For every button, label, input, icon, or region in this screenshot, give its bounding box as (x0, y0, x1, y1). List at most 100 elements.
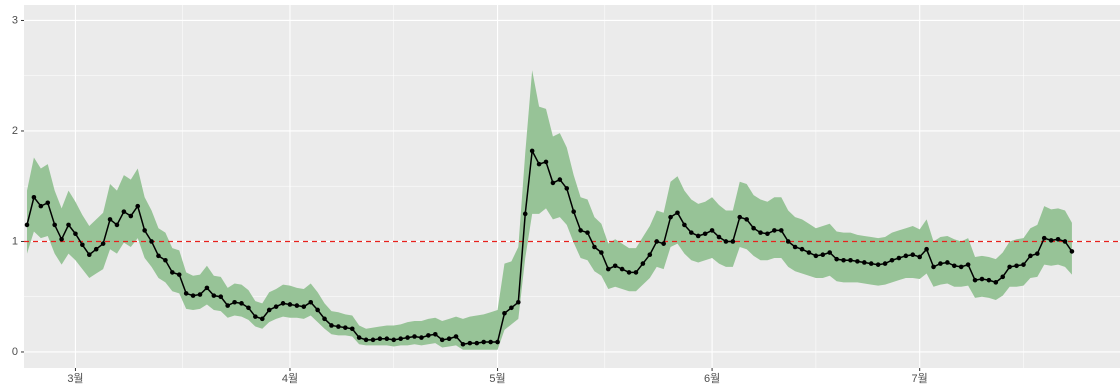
point (564, 186, 570, 191)
point (142, 228, 147, 233)
point (536, 161, 542, 167)
point (723, 239, 729, 244)
point (889, 257, 895, 263)
point (308, 299, 314, 305)
point (709, 228, 715, 233)
point (294, 303, 300, 308)
point (571, 209, 576, 214)
point (93, 246, 99, 252)
point (426, 333, 431, 338)
point (633, 270, 639, 275)
point (806, 250, 812, 255)
point (149, 239, 154, 244)
point (1007, 264, 1012, 270)
point (439, 337, 445, 343)
point (31, 194, 37, 200)
point (772, 228, 777, 233)
point (758, 230, 763, 235)
point (259, 316, 265, 322)
point (896, 255, 902, 261)
point (910, 252, 916, 258)
point (647, 252, 653, 258)
point (682, 222, 687, 228)
point (432, 331, 438, 337)
point (945, 260, 950, 265)
point (675, 210, 680, 216)
point (246, 305, 251, 311)
point (813, 253, 819, 259)
point (176, 272, 182, 277)
point (446, 336, 452, 342)
x-tick-label: 6월 (704, 372, 720, 385)
point (509, 305, 514, 311)
point (460, 341, 466, 347)
point (1021, 262, 1026, 267)
point (170, 270, 175, 275)
point (211, 293, 217, 298)
point (349, 326, 355, 332)
point (958, 264, 964, 270)
point (702, 231, 708, 237)
point (204, 285, 210, 291)
point (820, 252, 826, 258)
point (135, 203, 141, 209)
point (848, 257, 853, 263)
point (751, 225, 756, 231)
point (979, 276, 985, 282)
point (599, 250, 604, 255)
point (239, 301, 244, 306)
point (114, 222, 120, 228)
point (578, 228, 583, 233)
y-tick-label: 1 (12, 235, 18, 247)
point (827, 250, 833, 255)
point (557, 177, 563, 182)
point (1048, 238, 1054, 243)
point (488, 339, 493, 345)
point (218, 294, 224, 300)
point (668, 214, 673, 220)
point (301, 304, 307, 309)
point (405, 335, 410, 340)
point (315, 307, 320, 313)
point (253, 314, 258, 319)
point (744, 217, 749, 222)
point (605, 266, 611, 272)
point (197, 292, 203, 297)
point (343, 325, 348, 330)
confidence-band (27, 70, 1072, 350)
point (917, 254, 922, 260)
point (716, 234, 722, 240)
point (453, 334, 459, 339)
point (737, 214, 743, 220)
point (841, 257, 846, 263)
point (384, 336, 390, 342)
point (619, 266, 625, 272)
point (356, 335, 362, 340)
point (1062, 239, 1068, 244)
point (495, 339, 500, 345)
point (419, 335, 424, 340)
point (882, 261, 888, 266)
point (59, 236, 64, 242)
point (273, 304, 279, 309)
y-tick-label: 3 (12, 14, 18, 26)
point (903, 253, 909, 259)
point (128, 213, 134, 219)
point (986, 277, 992, 283)
x-tick-label: 4월 (282, 372, 298, 385)
point (287, 302, 293, 307)
point (730, 239, 736, 244)
point (585, 230, 590, 235)
x-tick-label: 3월 (67, 372, 83, 385)
point (1000, 274, 1006, 280)
point (232, 299, 237, 305)
point (855, 259, 860, 264)
point (924, 246, 929, 252)
y-tick-label: 0 (12, 346, 18, 358)
point (951, 263, 957, 269)
point (993, 280, 999, 285)
point (654, 239, 660, 244)
point (516, 299, 521, 305)
point (336, 324, 341, 329)
